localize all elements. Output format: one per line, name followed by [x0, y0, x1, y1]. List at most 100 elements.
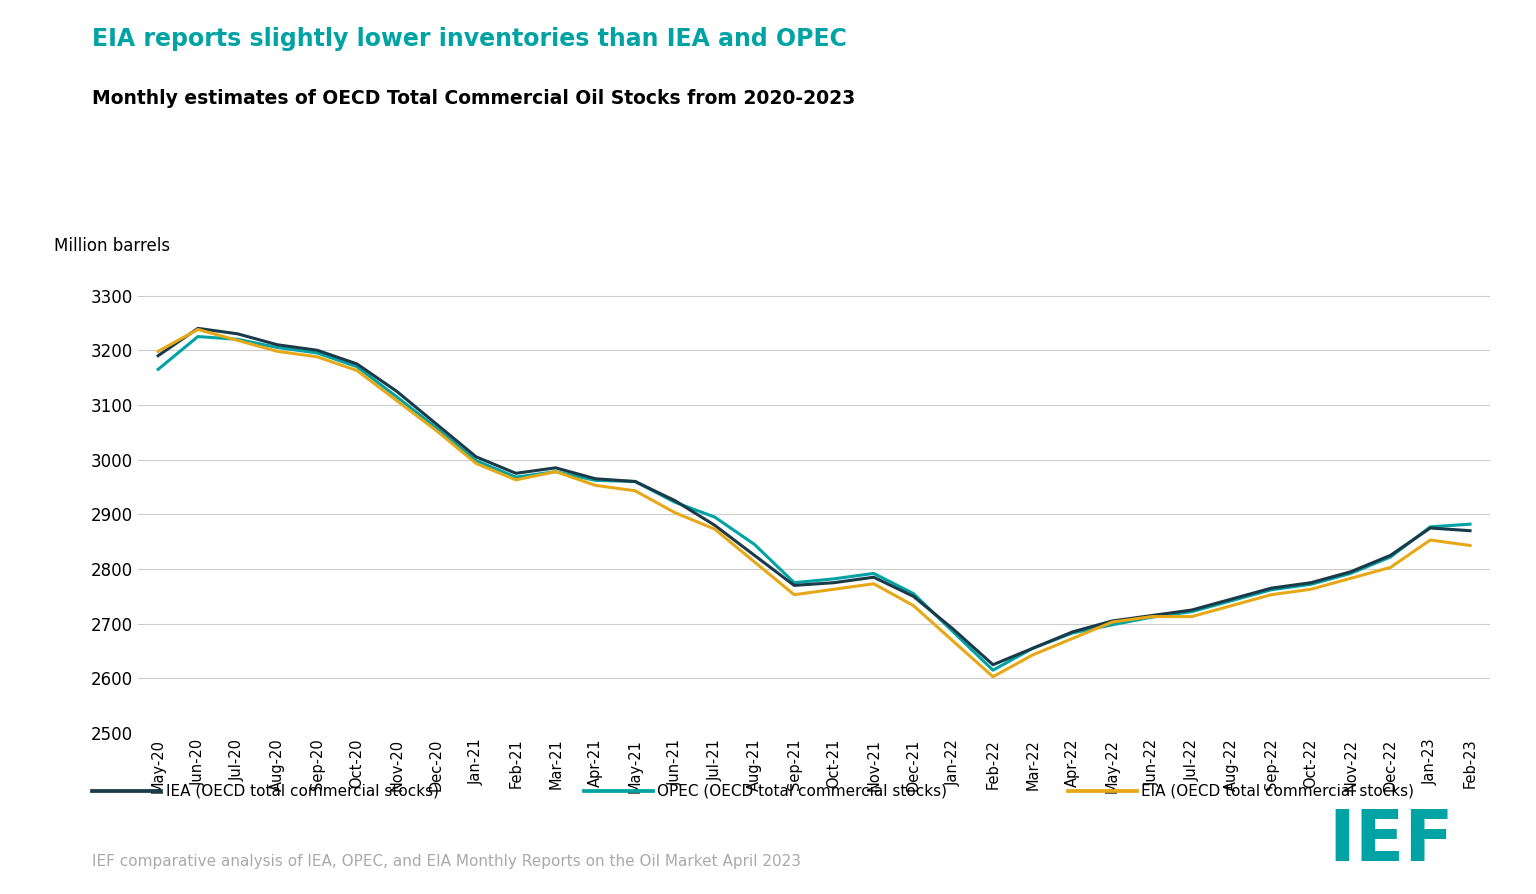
EIA (OECD total commercial stocks)	[627, 485, 645, 496]
IEA (OECD total commercial stocks)	[427, 418, 445, 429]
IEA (OECD total commercial stocks)	[149, 350, 167, 361]
IEA (OECD total commercial stocks)	[587, 474, 605, 485]
EIA (OECD total commercial stocks)	[785, 589, 803, 600]
IEA (OECD total commercial stocks)	[983, 660, 1001, 670]
OPEC (OECD total commercial stocks)	[1461, 519, 1479, 529]
EIA (OECD total commercial stocks)	[1063, 633, 1081, 644]
OPEC (OECD total commercial stocks)	[705, 511, 723, 522]
OPEC (OECD total commercial stocks)	[1063, 628, 1081, 638]
EIA (OECD total commercial stocks)	[1421, 535, 1439, 545]
OPEC (OECD total commercial stocks)	[905, 588, 923, 599]
OPEC (OECD total commercial stocks)	[229, 334, 247, 345]
IEA (OECD total commercial stocks)	[189, 323, 207, 333]
EIA (OECD total commercial stocks)	[507, 475, 525, 485]
OPEC (OECD total commercial stocks)	[865, 568, 883, 578]
OPEC (OECD total commercial stocks)	[1303, 579, 1321, 590]
IEA (OECD total commercial stocks)	[1183, 604, 1201, 615]
OPEC (OECD total commercial stocks)	[983, 665, 1001, 676]
OPEC (OECD total commercial stocks)	[387, 392, 406, 402]
Text: IEF comparative analysis of IEA, OPEC, and EIA Monthly Reports on the Oil Market: IEF comparative analysis of IEA, OPEC, a…	[92, 854, 802, 869]
OPEC (OECD total commercial stocks)	[1143, 611, 1161, 622]
EIA (OECD total commercial stocks)	[307, 351, 326, 362]
IEA (OECD total commercial stocks)	[229, 328, 247, 339]
EIA (OECD total commercial stocks)	[547, 467, 565, 477]
EIA (OECD total commercial stocks)	[945, 636, 963, 646]
IEA (OECD total commercial stocks)	[387, 386, 406, 397]
EIA (OECD total commercial stocks)	[665, 507, 684, 518]
IEA (OECD total commercial stocks)	[865, 572, 883, 583]
OPEC (OECD total commercial stocks)	[269, 342, 287, 353]
OPEC (OECD total commercial stocks)	[149, 364, 167, 375]
Text: EIA (OECD total commercial stocks): EIA (OECD total commercial stocks)	[1141, 784, 1415, 798]
EIA (OECD total commercial stocks)	[229, 335, 247, 346]
Text: Monthly estimates of OECD Total Commercial Oil Stocks from 2020-2023: Monthly estimates of OECD Total Commerci…	[92, 89, 856, 108]
Text: IEF: IEF	[1329, 807, 1455, 876]
EIA (OECD total commercial stocks)	[427, 426, 445, 436]
EIA (OECD total commercial stocks)	[1381, 562, 1399, 573]
EIA (OECD total commercial stocks)	[1103, 617, 1121, 628]
OPEC (OECD total commercial stocks)	[1263, 585, 1281, 595]
OPEC (OECD total commercial stocks)	[1223, 595, 1241, 606]
IEA (OECD total commercial stocks)	[1303, 578, 1321, 588]
OPEC (OECD total commercial stocks)	[547, 467, 565, 477]
Text: EIA reports slightly lower inventories than IEA and OPEC: EIA reports slightly lower inventories t…	[92, 27, 846, 51]
EIA (OECD total commercial stocks)	[1461, 540, 1479, 551]
IEA (OECD total commercial stocks)	[347, 358, 366, 369]
IEA (OECD total commercial stocks)	[307, 345, 326, 356]
IEA (OECD total commercial stocks)	[467, 451, 485, 462]
OPEC (OECD total commercial stocks)	[1023, 643, 1041, 654]
EIA (OECD total commercial stocks)	[587, 480, 605, 491]
EIA (OECD total commercial stocks)	[189, 325, 207, 335]
OPEC (OECD total commercial stocks)	[1341, 568, 1359, 578]
OPEC (OECD total commercial stocks)	[1421, 521, 1439, 532]
OPEC (OECD total commercial stocks)	[507, 472, 525, 483]
IEA (OECD total commercial stocks)	[1421, 523, 1439, 534]
IEA (OECD total commercial stocks)	[1143, 610, 1161, 620]
Text: OPEC (OECD total commercial stocks): OPEC (OECD total commercial stocks)	[657, 784, 948, 798]
EIA (OECD total commercial stocks)	[1341, 573, 1359, 584]
EIA (OECD total commercial stocks)	[1183, 611, 1201, 622]
IEA (OECD total commercial stocks)	[825, 578, 843, 588]
IEA (OECD total commercial stocks)	[1223, 594, 1241, 604]
EIA (OECD total commercial stocks)	[347, 365, 366, 375]
EIA (OECD total commercial stocks)	[1223, 600, 1241, 611]
OPEC (OECD total commercial stocks)	[467, 455, 485, 466]
IEA (OECD total commercial stocks)	[945, 624, 963, 635]
OPEC (OECD total commercial stocks)	[587, 475, 605, 485]
IEA (OECD total commercial stocks)	[1461, 526, 1479, 536]
EIA (OECD total commercial stocks)	[149, 346, 167, 357]
OPEC (OECD total commercial stocks)	[825, 573, 843, 584]
EIA (OECD total commercial stocks)	[905, 600, 923, 611]
EIA (OECD total commercial stocks)	[387, 395, 406, 406]
IEA (OECD total commercial stocks)	[1341, 567, 1359, 578]
Line: EIA (OECD total commercial stocks): EIA (OECD total commercial stocks)	[158, 330, 1470, 677]
OPEC (OECD total commercial stocks)	[1103, 620, 1121, 630]
IEA (OECD total commercial stocks)	[785, 580, 803, 591]
IEA (OECD total commercial stocks)	[705, 520, 723, 531]
IEA (OECD total commercial stocks)	[1023, 643, 1041, 654]
OPEC (OECD total commercial stocks)	[627, 477, 645, 487]
EIA (OECD total commercial stocks)	[865, 578, 883, 589]
OPEC (OECD total commercial stocks)	[427, 423, 445, 434]
EIA (OECD total commercial stocks)	[1143, 611, 1161, 622]
IEA (OECD total commercial stocks)	[745, 550, 763, 561]
OPEC (OECD total commercial stocks)	[1381, 552, 1399, 562]
Text: IEA (OECD total commercial stocks): IEA (OECD total commercial stocks)	[166, 784, 439, 798]
IEA (OECD total commercial stocks)	[665, 495, 684, 506]
EIA (OECD total commercial stocks)	[825, 584, 843, 595]
IEA (OECD total commercial stocks)	[1381, 550, 1399, 561]
Line: OPEC (OECD total commercial stocks): OPEC (OECD total commercial stocks)	[158, 336, 1470, 670]
IEA (OECD total commercial stocks)	[269, 340, 287, 350]
IEA (OECD total commercial stocks)	[1063, 627, 1081, 637]
Text: Million barrels: Million barrels	[54, 237, 170, 255]
OPEC (OECD total commercial stocks)	[665, 497, 684, 508]
EIA (OECD total commercial stocks)	[1023, 650, 1041, 661]
EIA (OECD total commercial stocks)	[705, 524, 723, 535]
OPEC (OECD total commercial stocks)	[189, 331, 207, 342]
EIA (OECD total commercial stocks)	[1303, 584, 1321, 595]
IEA (OECD total commercial stocks)	[547, 462, 565, 473]
EIA (OECD total commercial stocks)	[269, 346, 287, 357]
EIA (OECD total commercial stocks)	[983, 671, 1001, 682]
IEA (OECD total commercial stocks)	[507, 468, 525, 478]
OPEC (OECD total commercial stocks)	[347, 361, 366, 372]
